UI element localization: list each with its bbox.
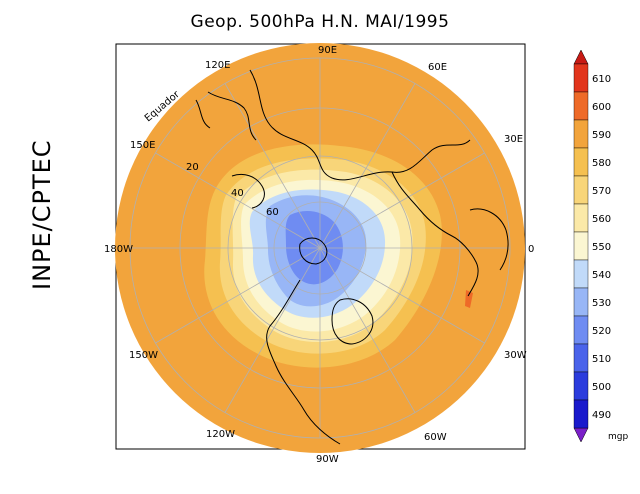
colorbar-low-arrow (573, 427, 589, 443)
coastline-north-america (266, 279, 341, 445)
lon-label-180w: 180W (104, 244, 133, 255)
lon-label-30w: 30W (504, 350, 527, 361)
lat-label-20: 20 (186, 162, 199, 173)
coastline-japan (195, 99, 211, 129)
colorbar-label-510: 510 (592, 354, 611, 365)
lat-label-60: 60 (266, 207, 279, 218)
polar-map: Equador 90E 60E 30E 0 30W 60W 90W 120W 1… (104, 43, 534, 465)
colorbar-label-570: 570 (592, 186, 611, 197)
colorbar-segment-600 (573, 91, 589, 121)
colorbar-segment-550 (573, 231, 589, 261)
lon-label-90e: 90E (318, 45, 337, 56)
lon-label-30e: 30E (504, 134, 523, 145)
colorbar-label-580: 580 (592, 158, 611, 169)
colorbar-segment-490 (573, 399, 589, 429)
colorbar-segment-610 (573, 63, 589, 93)
lon-label-150w: 150W (129, 350, 158, 361)
colorbar-segment-520 (573, 315, 589, 345)
map-title: Geop. 500hPa H.N. MAI/1995 (190, 12, 450, 32)
meridians (130, 58, 510, 438)
colorbar-label-540: 540 (592, 270, 611, 281)
coastline-africa (469, 208, 509, 271)
colorbar: 610 600 590 580 570 560 550 540 530 520 510 500 490 (573, 49, 611, 443)
colorbar-segment-570 (573, 175, 589, 205)
lon-label-0: 0 (528, 244, 534, 255)
lon-label-150e: 150E (130, 140, 155, 151)
colorbar-segment-560 (573, 203, 589, 233)
colorbar-label-490: 490 (592, 410, 611, 421)
colorbar-segment-580 (573, 147, 589, 177)
coastline-asia (249, 69, 471, 181)
anomaly-spot (465, 290, 473, 308)
colorbar-label-610: 610 (592, 74, 611, 85)
colorbar-label-550: 550 (592, 242, 611, 253)
colorbar-unit-label: mgp (608, 432, 629, 442)
colorbar-segment-590 (573, 119, 589, 149)
meridian-line (155, 152, 321, 249)
lon-label-60e: 60E (428, 62, 447, 73)
coastline-europe (391, 171, 479, 297)
colorbar-high-arrow (573, 49, 589, 65)
lat-label-40: 40 (231, 188, 244, 199)
meridian-line (224, 247, 321, 413)
colorbar-label-530: 530 (592, 298, 611, 309)
colorbar-label-500: 500 (592, 382, 611, 393)
coastline-greenland (331, 298, 374, 345)
meridian-line (155, 247, 321, 344)
colorbar-label-600: 600 (592, 102, 611, 113)
meridian-line (319, 247, 485, 344)
colorbar-label-590: 590 (592, 130, 611, 141)
coastlines (195, 69, 509, 445)
coastline-asia-2 (207, 91, 257, 141)
colorbar-segment-530 (573, 287, 589, 317)
lon-label-90w: 90W (316, 454, 339, 465)
colorbar-label-560: 560 (592, 214, 611, 225)
lon-label-60w: 60W (424, 432, 447, 443)
colorbar-segment-500 (573, 371, 589, 401)
colorbar-segment-510 (573, 343, 589, 373)
coastline-alaska (231, 173, 265, 209)
meridian-line (319, 247, 416, 413)
meridian-line (224, 83, 321, 249)
meridian-line (319, 83, 416, 249)
lon-label-120e: 120E (205, 60, 230, 71)
meridian-line (319, 152, 485, 249)
colorbar-segment-540 (573, 259, 589, 289)
lon-label-120w: 120W (206, 429, 235, 440)
colorbar-label-520: 520 (592, 326, 611, 337)
coastline-arctic-islands (299, 237, 328, 265)
